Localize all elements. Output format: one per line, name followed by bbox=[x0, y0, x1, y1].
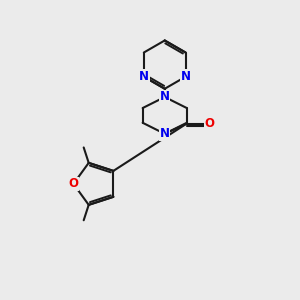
Text: N: N bbox=[160, 91, 170, 103]
Text: O: O bbox=[68, 177, 78, 190]
Text: N: N bbox=[139, 70, 149, 83]
Text: N: N bbox=[181, 70, 190, 83]
Text: N: N bbox=[160, 127, 170, 140]
Text: O: O bbox=[205, 117, 215, 130]
